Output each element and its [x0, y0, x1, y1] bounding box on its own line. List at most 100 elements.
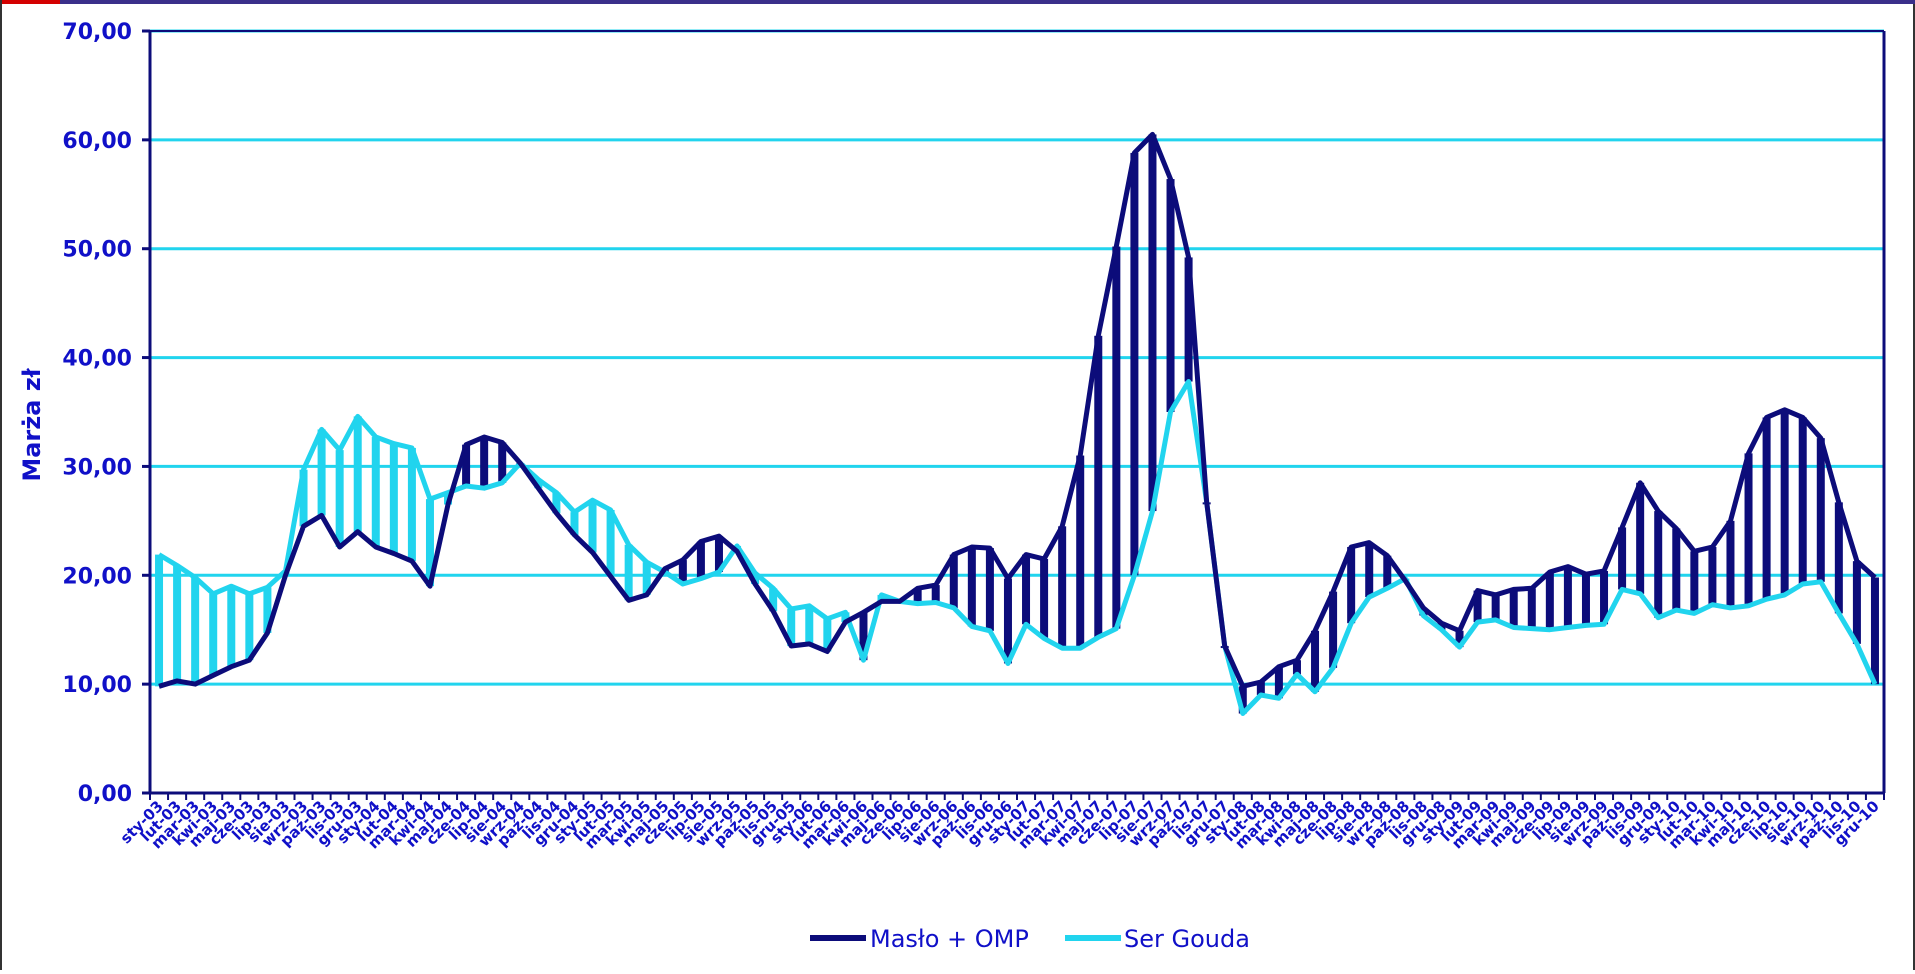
difference-bar: [1256, 681, 1265, 696]
difference-bar: [1112, 246, 1121, 629]
difference-bar: [769, 588, 778, 612]
difference-bar: [714, 536, 723, 573]
difference-bar: [1076, 455, 1085, 649]
difference-bar: [353, 416, 362, 532]
difference-bar: [462, 444, 471, 487]
difference-bar: [642, 562, 651, 595]
difference-bar: [787, 609, 796, 647]
difference-bar: [407, 447, 416, 562]
difference-bar: [985, 548, 994, 631]
difference-bar: [1491, 594, 1500, 620]
difference-bar: [1022, 554, 1031, 625]
series-line-maslo-omp: [158, 131, 1877, 689]
difference-bar: [227, 586, 236, 667]
difference-bar: [1852, 561, 1861, 644]
difference-bar: [1726, 520, 1735, 608]
difference-bar: [1238, 686, 1247, 714]
difference-bar: [1816, 438, 1825, 582]
axes: [142, 29, 1886, 800]
difference-bars: [155, 134, 1879, 714]
difference-bar: [1455, 630, 1464, 648]
y-tick-label: 70,00: [62, 20, 132, 45]
difference-bar: [191, 577, 200, 685]
difference-bar: [1870, 577, 1879, 685]
difference-bar: [1636, 482, 1645, 594]
difference-bar: [1672, 528, 1681, 611]
difference-bar: [1780, 409, 1789, 595]
window-top-strip: [2, 0, 1915, 4]
difference-bar: [1184, 257, 1193, 382]
y-tick-label: 0,00: [78, 782, 132, 807]
x-tick-labels: sty-03lut-03mar-03kwi-03maj-03cze-03lip-…: [117, 797, 1883, 852]
difference-bar: [624, 544, 633, 601]
difference-bar: [263, 587, 272, 633]
y-tick-label: 60,00: [62, 129, 132, 154]
series-lines: [157, 131, 1878, 716]
difference-bar: [859, 612, 868, 661]
difference-bar: [425, 499, 434, 587]
difference-bar: [1690, 551, 1699, 614]
difference-bar: [805, 605, 814, 644]
difference-bar: [1600, 570, 1609, 625]
difference-bar: [209, 593, 218, 676]
difference-bar: [1618, 527, 1627, 590]
series-line-ser-gouda: [157, 379, 1878, 716]
legend-label-ser: Ser Gouda: [1124, 925, 1250, 953]
y-tick-label: 30,00: [62, 455, 132, 480]
difference-bar: [1347, 546, 1356, 624]
y-tick-label: 50,00: [62, 238, 132, 263]
difference-bar: [552, 492, 561, 514]
difference-bar: [1166, 179, 1175, 412]
difference-bar: [823, 618, 832, 652]
legend: Masło + OMP Ser Gouda: [810, 925, 1250, 953]
difference-bar: [1545, 572, 1554, 630]
difference-bar: [1798, 417, 1807, 584]
difference-bar: [1274, 666, 1283, 699]
difference-bar: [606, 509, 615, 577]
difference-bar: [931, 585, 940, 603]
difference-bar: [678, 560, 687, 584]
difference-bar: [155, 554, 164, 687]
difference-bar: [534, 479, 543, 489]
difference-bar: [1762, 417, 1771, 600]
difference-bar: [1329, 591, 1338, 668]
difference-bar: [570, 512, 579, 536]
difference-bar: [1094, 335, 1103, 638]
difference-bar: [949, 554, 958, 608]
difference-bar: [1473, 590, 1482, 623]
difference-bar: [1654, 511, 1663, 618]
difference-bar: [1563, 566, 1572, 628]
y-axis-label: Marża zł: [18, 367, 46, 481]
y-tick-label: 40,00: [62, 347, 132, 372]
difference-bar: [696, 541, 705, 579]
difference-bar: [1003, 578, 1012, 664]
difference-bar: [1527, 588, 1536, 629]
difference-bar: [480, 437, 489, 489]
difference-bar: [1509, 589, 1518, 628]
y-tick-label: 20,00: [62, 564, 132, 589]
difference-bar: [1365, 542, 1374, 598]
difference-bar: [751, 573, 760, 584]
difference-bar: [173, 565, 182, 681]
legend-label-maslo: Masło + OMP: [870, 925, 1029, 953]
difference-bar: [1130, 152, 1139, 576]
difference-bar: [299, 469, 308, 527]
difference-bar: [498, 442, 507, 483]
difference-bar: [1744, 453, 1753, 606]
difference-bar: [317, 429, 326, 516]
y-tick-label: 10,00: [62, 673, 132, 698]
difference-bar: [588, 500, 597, 553]
difference-bar: [1437, 623, 1446, 630]
difference-bar: [1058, 526, 1067, 649]
difference-bar: [245, 593, 254, 661]
difference-bar: [335, 450, 344, 547]
difference-bar: [913, 588, 922, 604]
difference-bar: [1834, 502, 1843, 614]
difference-bar: [967, 546, 976, 627]
difference-bar: [1292, 660, 1301, 675]
difference-bar: [1040, 558, 1049, 639]
difference-bar: [1581, 574, 1590, 626]
window-corner-accent: [2, 0, 60, 4]
